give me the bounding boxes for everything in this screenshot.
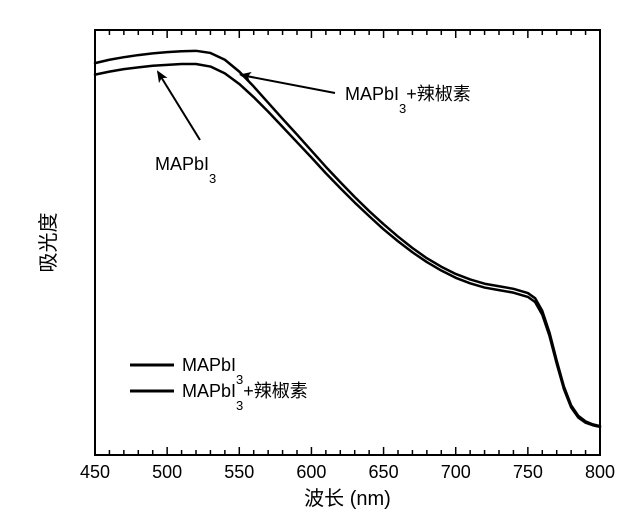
annotation-label: MAPbI3 (155, 154, 216, 186)
y-axis-label: 吸光度 (37, 213, 60, 273)
annotation-arrow (241, 75, 335, 93)
x-tick-label: 700 (441, 462, 471, 482)
x-tick-label: 500 (152, 462, 182, 482)
chart-container: 450 500 550 600 650 700 750 800 波长 (nm) 吸光度 MAPbI3… (0, 0, 632, 523)
annotation-arrow (158, 72, 200, 140)
series-mapbi3-capsaicin (95, 51, 600, 426)
series-mapbi3 (95, 64, 600, 427)
x-tick-label: 750 (513, 462, 543, 482)
x-tick-label: 800 (585, 462, 615, 482)
x-tick-label: 650 (369, 462, 399, 482)
absorbance-chart: 450 500 550 600 650 700 750 800 波长 (nm) 吸光度 MAPbI3… (0, 0, 632, 523)
x-tick-label: 450 (80, 462, 110, 482)
x-axis-label: 波长 (nm) (304, 487, 391, 510)
annotation-label: MAPbI3+辣椒素 (345, 84, 471, 116)
legend-label: MAPbI3+辣椒素 (182, 381, 308, 413)
x-tick-label: 600 (296, 462, 326, 482)
x-tick-label: 550 (224, 462, 254, 482)
